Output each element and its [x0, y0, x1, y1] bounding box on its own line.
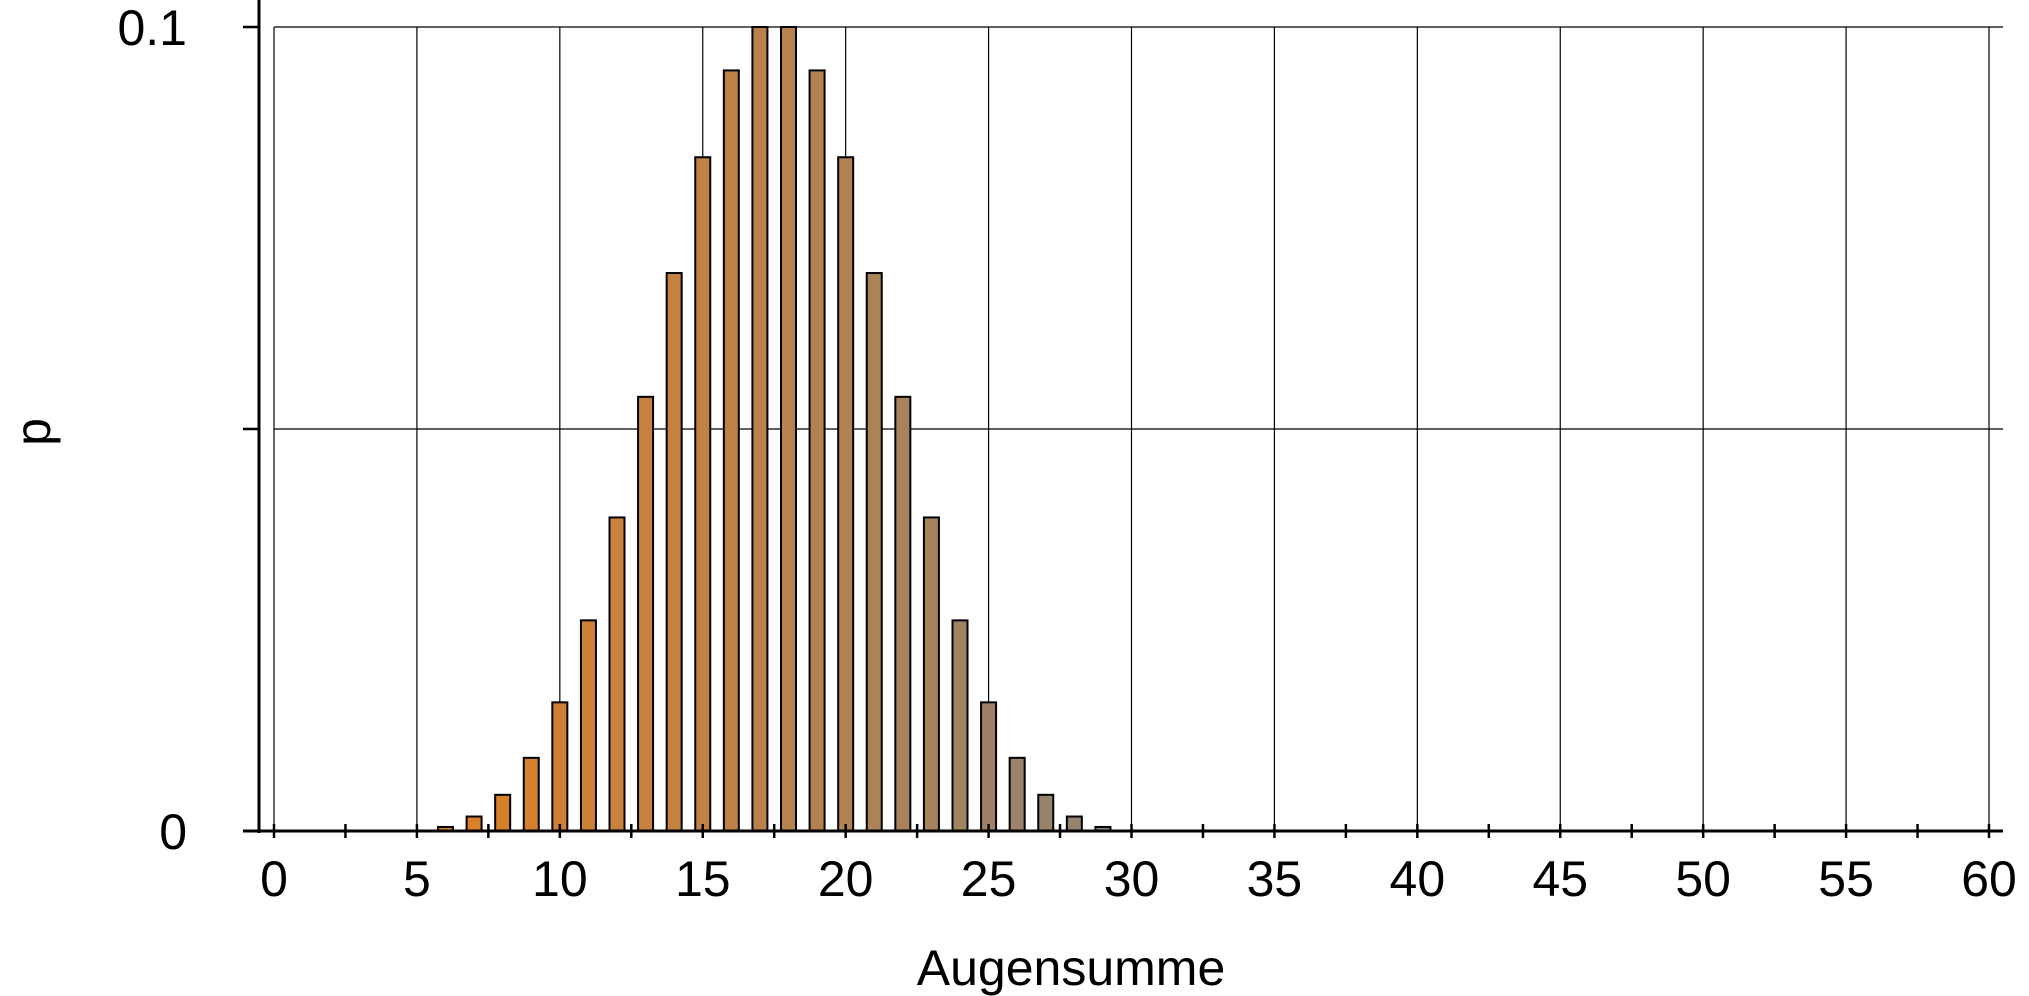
- x-tick-label: 50: [1675, 851, 1731, 907]
- x-tick-label: 5: [403, 851, 431, 907]
- bar: [865, 272, 883, 832]
- x-tick-label: 45: [1532, 851, 1588, 907]
- bar: [1008, 756, 1026, 832]
- bar: [522, 756, 540, 832]
- bar: [551, 701, 569, 832]
- x-tick-label: 25: [961, 851, 1017, 907]
- x-axis-label: Augensumme: [917, 940, 1226, 996]
- y-tick-label: 0: [159, 804, 187, 860]
- grid: [273, 26, 2003, 831]
- bar: [665, 272, 683, 832]
- bar: [837, 156, 855, 833]
- ticks: 0 5 10 15 20 25 30 35 40 45 50 55 60 0 0.1: [117, 0, 2016, 907]
- bar: [922, 516, 940, 832]
- bar: [751, 26, 769, 832]
- bar: [494, 793, 512, 833]
- x-tick-label: 20: [818, 851, 874, 907]
- x-tick-label: 55: [1818, 851, 1874, 907]
- bar: [637, 395, 655, 832]
- y-tick-label: 0.1: [117, 0, 187, 56]
- y-axis-label: p: [5, 418, 61, 446]
- x-tick-label: 30: [1104, 851, 1160, 907]
- x-tick-label: 60: [1961, 851, 2017, 907]
- bar: [980, 701, 998, 832]
- x-tick-label: 10: [532, 851, 588, 907]
- x-tick-label: 40: [1390, 851, 1446, 907]
- bar: [465, 815, 483, 833]
- bar: [722, 69, 740, 832]
- bar: [894, 395, 912, 832]
- x-tick-label: 35: [1247, 851, 1303, 907]
- bar: [579, 619, 597, 832]
- axes: [243, 0, 2003, 838]
- x-tick-label: 0: [260, 851, 288, 907]
- x-tick-label: 15: [675, 851, 731, 907]
- bar: [1037, 793, 1055, 833]
- bar: [1065, 815, 1083, 833]
- bar: [608, 516, 626, 832]
- bars: [437, 26, 1112, 833]
- bar: [808, 69, 826, 832]
- bar: [780, 26, 797, 832]
- bar: [694, 156, 712, 833]
- bar: [951, 619, 969, 832]
